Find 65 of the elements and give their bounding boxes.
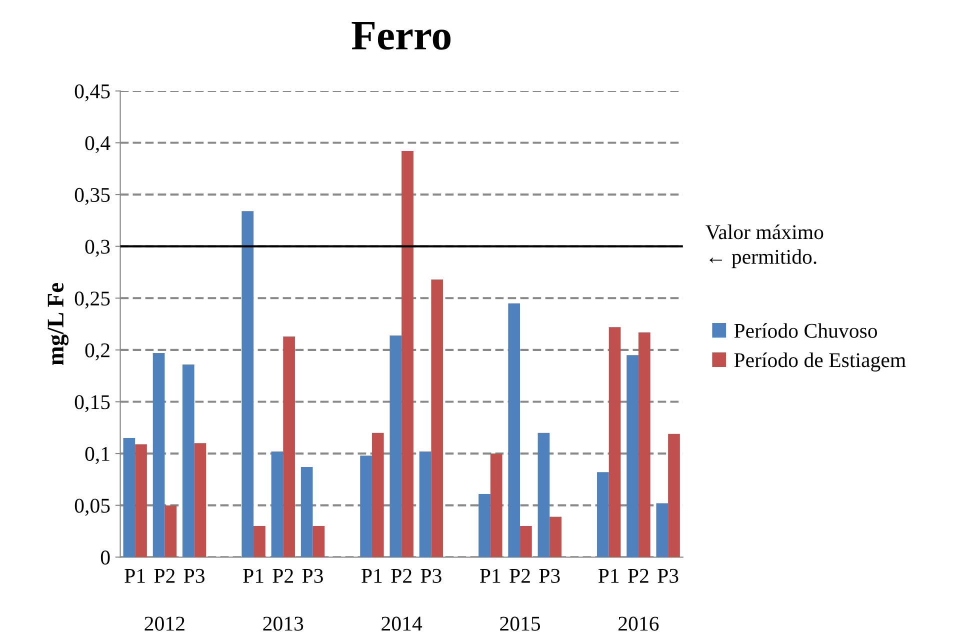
x-tick-label: P3 <box>302 568 323 583</box>
x-tick-label: P3 <box>420 568 442 583</box>
x-tick-label: P1 <box>480 568 500 583</box>
bar <box>390 335 402 558</box>
y-axis-title: mg/L Fe <box>48 283 69 366</box>
x-tick-label: P1 <box>598 568 619 583</box>
bar <box>271 451 284 558</box>
bar <box>152 353 165 558</box>
x-tick-label: P2 <box>510 568 530 583</box>
bar <box>608 327 621 558</box>
bar <box>538 432 550 558</box>
y-tick-label: 0,4 <box>85 136 110 154</box>
bar <box>312 526 325 558</box>
x-tick-label: P2 <box>391 568 412 583</box>
x-tick-label: P1 <box>124 568 145 583</box>
y-tick-label: 0,25 <box>74 292 110 309</box>
bar <box>194 443 206 558</box>
bar <box>508 303 520 558</box>
bar <box>638 332 650 558</box>
y-tick-label: 0,2 <box>85 343 110 360</box>
bar <box>300 467 313 558</box>
bar <box>135 444 147 558</box>
bar <box>164 505 177 558</box>
legend-label: Período Chuvoso <box>734 323 878 338</box>
y-tick-label: 0,1 <box>85 446 110 464</box>
text: 2014 <box>382 616 422 631</box>
bar <box>283 336 295 558</box>
y-tick-label: 0,45 <box>74 84 110 102</box>
bar <box>597 472 609 558</box>
x-tick-label: P1 <box>243 568 264 583</box>
bar <box>254 526 266 558</box>
ref-line-label: Valor máximo ← permitido. <box>706 224 824 268</box>
text: 2013 <box>263 616 304 631</box>
bar <box>478 494 490 558</box>
x-tick-label: P2 <box>272 568 293 583</box>
bar <box>360 456 372 558</box>
bar <box>372 432 384 558</box>
bar <box>402 151 414 558</box>
chart-title: Ferro <box>352 22 451 50</box>
bar <box>490 454 502 558</box>
y-tick-label: 0,15 <box>74 395 110 412</box>
bar <box>668 434 680 558</box>
x-tick-label: P2 <box>628 568 648 583</box>
y-tick-label: 0 <box>100 550 110 565</box>
x-tick-label: P2 <box>154 568 175 583</box>
bar <box>123 438 136 558</box>
bar <box>431 279 444 558</box>
x-tick-label: P3 <box>539 568 560 583</box>
bar <box>419 451 432 558</box>
bar <box>520 526 532 558</box>
bar <box>656 503 668 558</box>
bar <box>550 516 562 558</box>
text: 2016 <box>618 616 659 631</box>
y-tick-label: 0,35 <box>74 188 110 205</box>
text: 2015 <box>500 616 540 631</box>
bar <box>626 355 638 558</box>
legend-label: Período de Estiagem <box>734 352 906 372</box>
bar <box>242 211 254 558</box>
bar <box>182 364 194 558</box>
x-tick-label: P3 <box>184 568 204 583</box>
y-tick-label: 0,05 <box>74 498 110 516</box>
text: 2012 <box>144 616 184 631</box>
x-tick-label: P3 <box>658 568 678 583</box>
y-tick-label: 0,3 <box>85 240 110 257</box>
x-tick-label: P1 <box>362 568 382 583</box>
